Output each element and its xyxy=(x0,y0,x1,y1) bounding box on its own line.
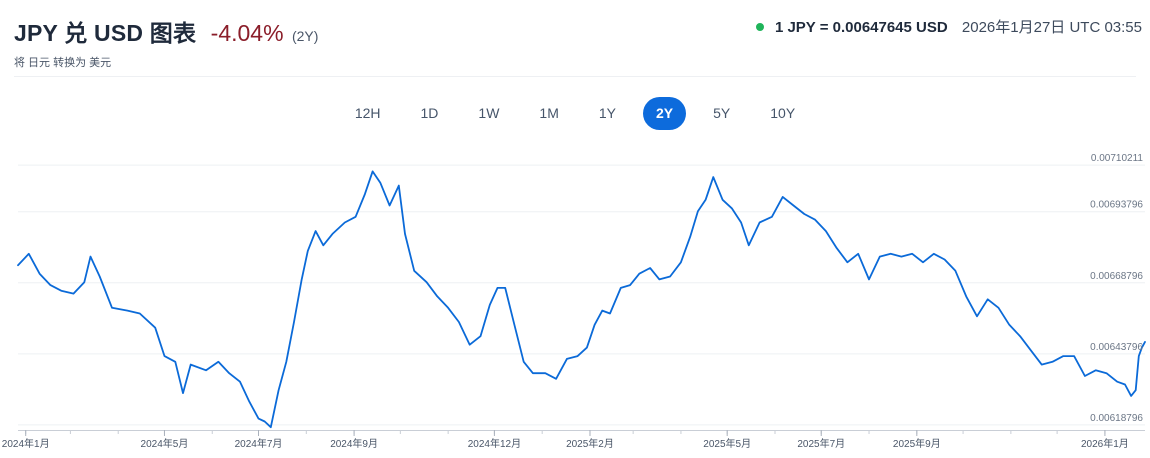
x-tick-label: 2025年7月 xyxy=(797,437,845,450)
x-tick-label: 2026年1月 xyxy=(1081,437,1129,450)
header-divider xyxy=(14,76,1136,77)
tab-10y[interactable]: 10Y xyxy=(770,105,796,121)
title-row: JPY 兑 USD 图表 -4.04% (2Y) xyxy=(14,14,318,48)
x-tick-label: 2024年12月 xyxy=(468,437,521,450)
tab-2y[interactable]: 2Y xyxy=(643,97,687,130)
x-tick-label: 2025年5月 xyxy=(703,437,751,450)
tab-12h[interactable]: 12H xyxy=(354,105,381,121)
period-tabs: 12H 1D 1W 1M 1Y 2Y 5Y 10Y xyxy=(0,97,1150,130)
x-tick-label: 2025年9月 xyxy=(893,437,941,450)
x-tick-label: 2025年2月 xyxy=(566,437,614,450)
change-percentage: -4.04% xyxy=(210,20,284,46)
tab-1w[interactable]: 1W xyxy=(478,105,500,121)
x-tick-label: 2024年1月 xyxy=(2,437,50,450)
chart-header: JPY 兑 USD 图表 -4.04% (2Y) 将 日元 转换为 美元 1 J… xyxy=(14,12,1142,72)
rate-value: 1 JPY = 0.00647645 USD xyxy=(774,19,948,36)
y-tick-label: 0.00643796 xyxy=(1090,342,1143,353)
live-status-icon xyxy=(755,23,764,31)
tab-1y[interactable]: 1Y xyxy=(598,105,616,121)
x-tick-label: 2024年9月 xyxy=(330,437,378,450)
live-rate: 1 JPY = 0.00647645 USD 2026年1月27日 UTC 03… xyxy=(755,16,1142,37)
y-tick-label: 0.00668796 xyxy=(1090,271,1143,282)
rate-series-line[interactable] xyxy=(17,170,1146,429)
y-tick-label: 0.00710211 xyxy=(1091,153,1144,164)
conversion-subtitle: 将 日元 转换为 美元 xyxy=(14,57,112,69)
tab-1d[interactable]: 1D xyxy=(420,105,439,121)
x-tick-label: 2024年5月 xyxy=(141,437,189,450)
period-label: (2Y) xyxy=(291,28,319,44)
rate-chart[interactable]: 0.00710211 0.00693796 0.00668796 0.00643796… xyxy=(0,150,1150,458)
tab-1m[interactable]: 1M xyxy=(539,105,559,121)
page-title: JPY 兑 USD 图表 xyxy=(14,20,197,46)
y-tick-label: 0.00693796 xyxy=(1090,200,1143,211)
rate-timestamp: 2026年1月27日 UTC 03:55 xyxy=(961,19,1142,36)
y-tick-label: 0.00618796 xyxy=(1090,413,1143,424)
x-tick-label: 2024年7月 xyxy=(235,437,283,450)
tab-5y[interactable]: 5Y xyxy=(713,105,731,121)
